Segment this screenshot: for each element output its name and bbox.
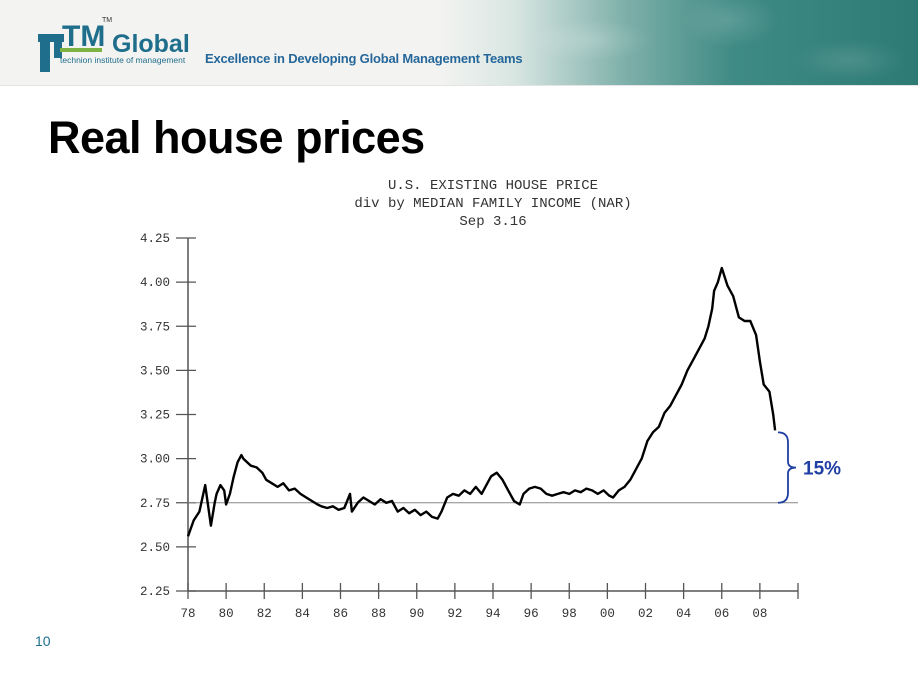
- y-tick-label: 2.75: [140, 497, 170, 511]
- x-tick-label: 02: [638, 607, 653, 621]
- chart-title-line: Sep 3.16: [459, 214, 526, 230]
- header-slogan: Excellence in Developing Global Manageme…: [205, 51, 523, 66]
- x-tick-label: 06: [714, 607, 729, 621]
- x-tick-label: 00: [600, 607, 615, 621]
- y-tick-label: 2.50: [140, 541, 170, 555]
- y-tick-label: 4.25: [140, 232, 170, 246]
- logo-trademark: TM: [102, 17, 112, 24]
- x-tick-label: 96: [524, 607, 539, 621]
- y-axis: 4.25 4.00 3.75 3.50 3.25 3.00 2.75 2.50 2.25: [140, 232, 196, 599]
- x-tick-label: 90: [409, 607, 424, 621]
- x-axis: 78 80 82 84 86 88 90 92 94 96 98 00 02 04 06 08: [180, 583, 799, 621]
- x-tick-label: 94: [485, 607, 500, 621]
- header-divider: [0, 85, 918, 86]
- x-tick-label: 82: [257, 607, 272, 621]
- annotation-label: 15%: [803, 459, 841, 480]
- world-map-background: [470, 0, 918, 86]
- y-tick-label: 2.25: [140, 585, 170, 599]
- logo-word: Global: [112, 30, 190, 58]
- x-tick-label: 84: [295, 607, 310, 621]
- tm-global-logo: TM TM Global: [38, 17, 190, 72]
- annotation-brace: [777, 431, 797, 504]
- x-tick-label: 80: [219, 607, 234, 621]
- x-tick-label: 98: [562, 607, 577, 621]
- y-tick-label: 3.75: [140, 320, 170, 334]
- chart-title-line: div by MEDIAN FAMILY INCOME (NAR): [354, 196, 631, 212]
- decline-annotation: 15%: [777, 431, 841, 504]
- y-tick-label: 4.00: [140, 276, 170, 290]
- header-banner: [0, 0, 918, 86]
- x-tick-label: 78: [180, 607, 195, 621]
- x-tick-label: 08: [752, 607, 767, 621]
- slide-title: Real house prices: [48, 112, 425, 163]
- x-tick-label: 88: [371, 607, 386, 621]
- x-tick-label: 92: [447, 607, 462, 621]
- logo-tagline: technion institute of management: [60, 55, 186, 65]
- chart-title-group: U.S. EXISTING HOUSE PRICE div by MEDIAN F…: [354, 178, 631, 230]
- y-tick-label: 3.50: [140, 364, 170, 378]
- slide-number: 10: [35, 633, 51, 649]
- logo-mark: TM: [62, 20, 105, 53]
- series-line-house-price-ratio: [186, 266, 777, 537]
- y-tick-label: 3.25: [140, 409, 170, 423]
- y-tick-label: 3.00: [140, 453, 170, 467]
- x-tick-label: 04: [676, 607, 691, 621]
- x-tick-label: 86: [333, 607, 348, 621]
- chart-title-line: U.S. EXISTING HOUSE PRICE: [388, 178, 598, 194]
